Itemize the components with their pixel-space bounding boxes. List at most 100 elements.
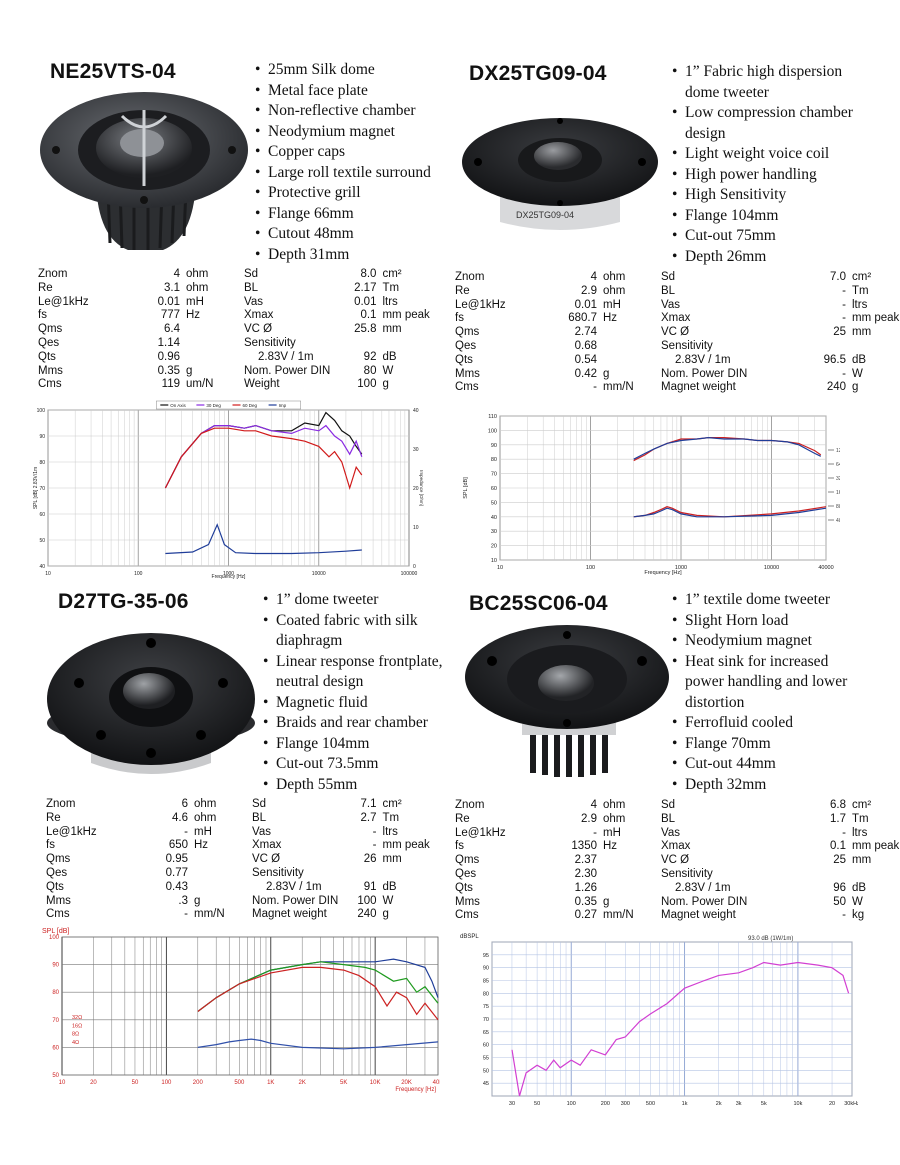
x-tick-label: 100	[161, 1080, 172, 1086]
spec-row: Znom 4 ohm	[455, 799, 661, 813]
y-tick-label: 70	[39, 486, 45, 492]
y-tick-label: 70	[491, 472, 497, 478]
spec-row: Nom. Power DIN 80 W	[244, 365, 430, 379]
spec-name: BL	[661, 284, 676, 297]
spec-row: Qes 0.68	[455, 340, 661, 354]
spec-value: 4.6	[172, 811, 188, 824]
feature-list: 1” dome tweeter Coated fabric with silk …	[263, 590, 448, 795]
spec-row: Vas - ltrs	[252, 826, 430, 840]
x-tick-label: 10	[45, 571, 51, 577]
spec-unit: Tm	[852, 812, 869, 825]
x-tick-label: 40000	[818, 565, 833, 571]
y-tick-label: 20	[491, 544, 497, 550]
spec-unit: mm	[382, 853, 402, 866]
spec-unit: Hz	[603, 840, 618, 853]
spec-unit	[376, 337, 430, 351]
legend-label: 8Ω	[836, 504, 840, 510]
spec-unit: g	[603, 895, 610, 908]
legend-label: 16Ω	[836, 490, 840, 496]
feature-item: Depth 26mm	[672, 247, 867, 268]
spec-unit	[188, 881, 252, 895]
spec-row: BL 2.17 Tm	[244, 282, 430, 296]
x-tick-label: 10	[59, 1080, 66, 1086]
spec-name: Mms	[38, 364, 63, 377]
y-tick-label: 60	[52, 1045, 59, 1051]
spec-unit	[597, 326, 661, 340]
spec-value: 91	[363, 880, 377, 893]
x-tick-label: 100	[134, 571, 143, 577]
spec-table-left: Znom 4 ohm Re 2.9 ohm Le@1kHz 0.01 mH fs 680.7 Hz Qm…	[455, 271, 661, 395]
x-tick-label: 10000	[764, 565, 779, 571]
x-tick-label: 10	[497, 565, 503, 571]
spec-name: BL	[244, 281, 259, 294]
spec-name: Re	[38, 281, 53, 294]
legend-box	[156, 400, 301, 410]
spec-value: 3.1	[164, 281, 180, 294]
y-tick-label: 40	[491, 515, 497, 521]
feature-item: Flange 70mm	[672, 734, 867, 755]
spec-row: fs 650 Hz	[46, 839, 252, 853]
spec-value: 1350	[571, 840, 597, 853]
feature-item: Copper caps	[255, 142, 445, 163]
spec-row: Re 4.6 ohm	[46, 812, 252, 826]
spec-unit	[180, 323, 244, 337]
plot-area	[61, 936, 439, 1076]
spec-value: 0.35	[574, 895, 597, 908]
spec-name: Xmax	[661, 840, 691, 853]
spec-row: Sensitivity	[244, 337, 430, 351]
y-tick-label: 65	[483, 1030, 489, 1036]
x-tick-label: 300	[621, 1101, 630, 1107]
spec-unit: Hz	[194, 839, 209, 852]
spec-value: -	[372, 839, 377, 852]
spec-unit: mH	[603, 826, 621, 839]
spec-name: VC Ø	[244, 323, 273, 336]
spec-unit: g	[186, 364, 193, 377]
spec-name: Qts	[46, 880, 64, 893]
spec-row: Xmax 0.1 mm peak	[244, 309, 430, 323]
spec-row: fs 680.7 Hz	[455, 312, 661, 326]
spec-value	[342, 337, 377, 351]
y-tick-label: 10	[491, 558, 497, 564]
spec-value: 8.0	[360, 268, 377, 280]
spec-row: Vas - ltrs	[661, 299, 900, 313]
spec-name: Qes	[38, 336, 60, 349]
x-tick-label: 200	[601, 1101, 610, 1107]
legend-label: 32Ω	[836, 476, 840, 482]
spec-row: Re 3.1 ohm	[38, 282, 244, 296]
spec-row: Qms 6.4	[38, 323, 244, 337]
spec-row: Re 2.9 ohm	[455, 285, 661, 299]
feature-item: Large roll textile surround	[255, 163, 445, 184]
spec-row: Sensitivity	[661, 340, 900, 354]
y-tick-label: 90	[52, 963, 59, 969]
spec-name: Qms	[46, 853, 71, 866]
x-tick-label: 50	[534, 1101, 540, 1107]
spec-value: 0.01	[574, 298, 597, 311]
y-tick-label: 90	[39, 434, 45, 440]
spec-unit: mm	[852, 854, 872, 867]
spec-row: Znom 4 ohm	[38, 268, 244, 282]
spec-unit: g	[382, 378, 389, 391]
x-axis-label: Frequency [Hz]	[212, 574, 247, 580]
spec-name: Mms	[46, 894, 71, 907]
spec-row: VC Ø 25 mm	[661, 326, 900, 340]
y-tick-label: 50	[39, 538, 45, 544]
y2-tick-label: 0	[413, 564, 416, 570]
feature-item: High Sensitivity	[672, 185, 867, 206]
spec-row: Qts 0.54	[455, 354, 661, 368]
legend-label: 60 Deg	[243, 403, 258, 408]
legend-label: On Axis	[170, 403, 186, 408]
spec-row: Sd 6.8 cm²	[661, 799, 900, 813]
spec-unit: dB	[382, 880, 397, 893]
spec-name: Nom. Power DIN	[661, 367, 748, 380]
spec-unit: Hz	[603, 312, 618, 325]
spec-value: -	[842, 826, 846, 839]
spec-unit	[597, 354, 661, 368]
y-axis-label: SPL [dB] 2.83V/1m	[33, 467, 39, 509]
series-line-0	[511, 961, 850, 1097]
spec-value: 25	[833, 854, 846, 867]
spec-name: 2.83V / 1m	[675, 881, 731, 894]
x-tick-label: 20K	[401, 1080, 412, 1086]
spec-name: Sd	[244, 268, 259, 280]
y2-tick-label: 20	[413, 486, 419, 492]
